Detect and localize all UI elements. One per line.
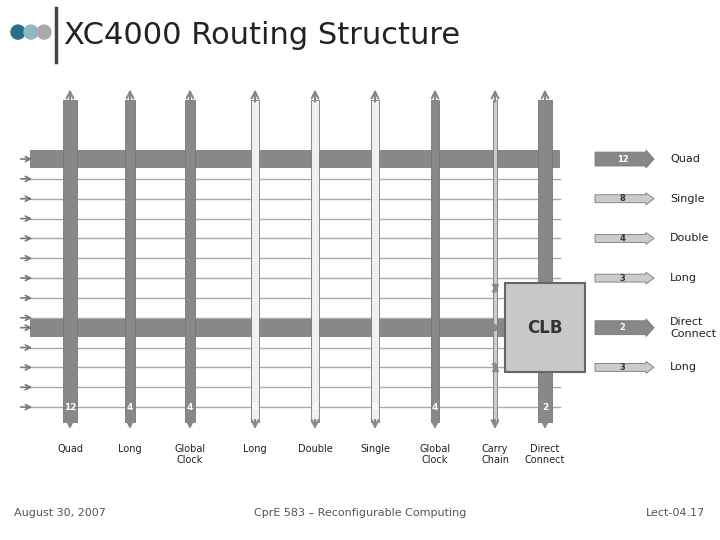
Text: Carry
Chain: Carry Chain — [481, 444, 509, 465]
Text: Long: Long — [670, 362, 697, 373]
Bar — [125, 99, 135, 422]
Text: 3: 3 — [620, 363, 626, 372]
Text: Quad: Quad — [670, 154, 700, 164]
Text: 8: 8 — [372, 403, 378, 411]
Text: August 30, 2007: August 30, 2007 — [14, 508, 107, 518]
Bar — [311, 99, 319, 422]
Text: Long: Long — [118, 444, 142, 454]
Text: Long: Long — [243, 444, 267, 454]
Circle shape — [11, 25, 25, 39]
Text: Lect-04.17: Lect-04.17 — [647, 508, 706, 518]
Text: 2: 2 — [542, 403, 548, 411]
Text: 12: 12 — [616, 154, 629, 164]
FancyArrow shape — [595, 193, 654, 205]
Text: Double: Double — [297, 444, 333, 454]
Text: Direct
Connect: Direct Connect — [670, 317, 716, 339]
FancyArrow shape — [595, 319, 654, 336]
Text: 4: 4 — [620, 234, 626, 243]
Text: 6: 6 — [252, 403, 258, 411]
Bar — [251, 99, 259, 422]
Text: 4: 4 — [127, 403, 133, 411]
Text: XC4000 Routing Structure: XC4000 Routing Structure — [64, 21, 460, 50]
FancyBboxPatch shape — [505, 283, 585, 373]
Text: CprE 583 – Reconfigurable Computing: CprE 583 – Reconfigurable Computing — [254, 508, 466, 518]
Circle shape — [24, 25, 38, 39]
Bar — [493, 99, 497, 422]
FancyArrow shape — [595, 232, 654, 245]
Text: 3: 3 — [620, 274, 626, 282]
FancyArrow shape — [595, 361, 654, 373]
Text: Global
Clock: Global Clock — [420, 444, 451, 465]
Text: 4: 4 — [312, 403, 318, 411]
Text: 4: 4 — [432, 403, 438, 411]
Bar — [538, 99, 552, 422]
Text: 4: 4 — [186, 403, 193, 411]
Text: Double: Double — [670, 233, 709, 244]
FancyArrow shape — [595, 150, 654, 168]
FancyArrow shape — [595, 272, 654, 284]
Text: Direct
Connect: Direct Connect — [525, 444, 565, 465]
Text: Global
Clock: Global Clock — [174, 444, 206, 465]
Bar — [30, 319, 560, 336]
Text: Single: Single — [360, 444, 390, 454]
Text: Long: Long — [670, 273, 697, 283]
Text: 2: 2 — [620, 323, 626, 332]
Text: CLB: CLB — [527, 319, 563, 337]
Text: 12: 12 — [64, 403, 76, 411]
Bar — [185, 99, 195, 422]
Text: Single: Single — [670, 194, 704, 204]
Bar — [63, 99, 77, 422]
Bar — [371, 99, 379, 422]
Text: Quad: Quad — [57, 444, 83, 454]
Bar — [431, 99, 439, 422]
Circle shape — [37, 25, 51, 39]
Text: 8: 8 — [620, 194, 626, 203]
Bar — [30, 150, 560, 168]
